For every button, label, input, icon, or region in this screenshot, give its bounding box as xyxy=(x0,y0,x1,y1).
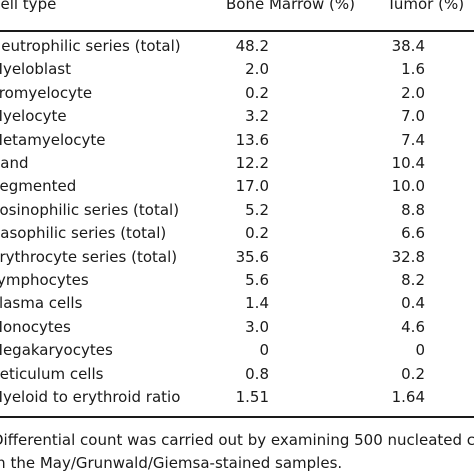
row-tumor-value: 8.2 xyxy=(401,271,425,289)
row-label: Myeloblast xyxy=(0,60,71,78)
footnote-line-2: in the May/Grunwald/Giemsa-stained sampl… xyxy=(0,454,343,472)
row-bone-marrow-value: 17.0 xyxy=(235,177,269,195)
row-tumor-value: 32.8 xyxy=(391,248,425,266)
row-bone-marrow-value: 0 xyxy=(259,341,269,359)
row-label: Megakaryocytes xyxy=(0,341,113,359)
row-label: Neutrophilic series (total) xyxy=(0,37,181,55)
row-label: Myeloid to erythroid ratio xyxy=(0,388,181,406)
row-tumor-value: 2.0 xyxy=(401,84,425,102)
header-rule xyxy=(0,30,474,32)
row-bone-marrow-value: 0.8 xyxy=(245,365,269,383)
row-label: Band xyxy=(0,154,29,172)
row-bone-marrow-value: 13.6 xyxy=(235,131,269,149)
header-tumor: Tumor (%) xyxy=(387,0,465,13)
row-bone-marrow-value: 5.2 xyxy=(245,201,269,219)
row-bone-marrow-value: 2.0 xyxy=(245,60,269,78)
row-label: Basophilic series (total) xyxy=(0,224,167,242)
row-bone-marrow-value: 35.6 xyxy=(235,248,269,266)
row-label: Metamyelocyte xyxy=(0,131,106,149)
row-bone-marrow-value: 12.2 xyxy=(235,154,269,172)
row-label: Lymphocytes xyxy=(0,271,89,289)
row-label: Erythrocyte series (total) xyxy=(0,248,178,266)
row-label: Reticulum cells xyxy=(0,365,104,383)
row-tumor-value: 0 xyxy=(415,341,425,359)
header-cell-type: Cell type xyxy=(0,0,57,13)
row-bone-marrow-value: 3.0 xyxy=(245,318,269,336)
row-bone-marrow-value: 1.51 xyxy=(235,388,269,406)
row-tumor-value: 38.4 xyxy=(391,37,425,55)
row-label: Monocytes xyxy=(0,318,71,336)
row-bone-marrow-value: 0.2 xyxy=(245,84,269,102)
row-bone-marrow-value: 3.2 xyxy=(245,107,269,125)
row-label: Segmented xyxy=(0,177,77,195)
row-tumor-value: 7.0 xyxy=(401,107,425,125)
row-label: Plasma cells xyxy=(0,294,83,312)
bottom-rule xyxy=(0,416,474,418)
row-tumor-value: 4.6 xyxy=(401,318,425,336)
header-bone-marrow: Bone Marrow (%) xyxy=(226,0,356,13)
row-label: Promyelocyte xyxy=(0,84,93,102)
row-tumor-value: 8.8 xyxy=(401,201,425,219)
row-tumor-value: 10.4 xyxy=(391,154,425,172)
row-tumor-value: 10.0 xyxy=(391,177,425,195)
row-bone-marrow-value: 1.4 xyxy=(245,294,269,312)
row-label: Eosinophilic series (total) xyxy=(0,201,180,219)
row-tumor-value: 0.2 xyxy=(401,365,425,383)
row-tumor-value: 1.64 xyxy=(391,388,425,406)
footnote-line-1: Differential count was carried out by ex… xyxy=(0,431,474,449)
row-tumor-value: 6.6 xyxy=(401,224,425,242)
row-tumor-value: 7.4 xyxy=(401,131,425,149)
row-bone-marrow-value: 48.2 xyxy=(235,37,269,55)
row-label: Myelocyte xyxy=(0,107,67,125)
row-tumor-value: 1.6 xyxy=(401,60,425,78)
row-bone-marrow-value: 5.6 xyxy=(245,271,269,289)
row-tumor-value: 0.4 xyxy=(401,294,425,312)
row-bone-marrow-value: 0.2 xyxy=(245,224,269,242)
